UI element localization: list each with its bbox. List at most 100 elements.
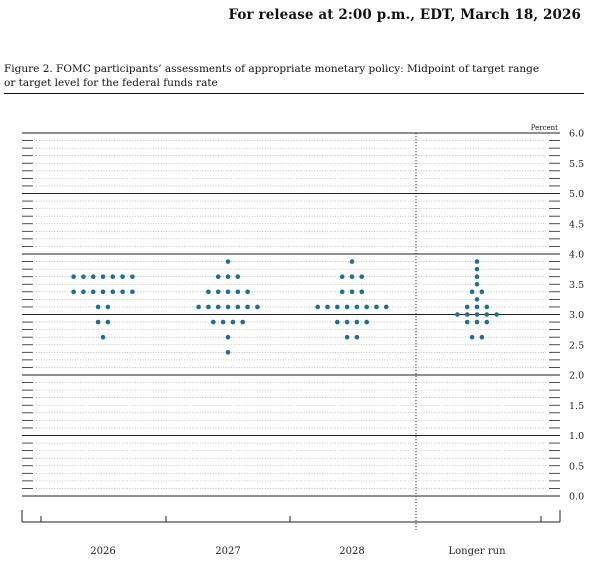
participant-dot [100,274,106,279]
y-tick-label: 0.0 [569,492,584,503]
participant-dot [474,274,480,279]
participant-dot [484,304,490,310]
x-category-label: 2026 [90,546,115,557]
participant-dot [455,312,460,317]
participant-dot [206,304,211,310]
participant-dot [95,304,101,310]
participant-dot [130,289,135,295]
participant-dot [95,319,101,325]
participant-dot [90,274,96,279]
participant-dot [225,274,231,279]
x-category-label: 2027 [215,546,240,557]
participant-dot [344,304,350,310]
y-tick-label: 0.5 [569,461,584,472]
participant-dot [479,289,485,295]
participant-dot [196,304,201,310]
axes [21,133,561,530]
participant-dot [235,304,241,310]
y-tick-label: 4.5 [569,219,584,230]
x-category-label: 2028 [339,546,364,557]
y-tick-label: 4.0 [569,250,584,261]
participant-dot [349,259,355,264]
participant-dot [215,289,221,295]
participant-dot [105,304,111,310]
participant-dot [364,319,370,325]
participant-dot [344,319,350,325]
participant-dot [110,274,116,279]
participant-dot [474,319,480,325]
participant-dot [100,289,106,295]
participant-dot [384,304,389,310]
participant-dot [225,259,231,264]
participant-dot [464,312,470,317]
participant-dot [71,289,76,295]
participant-dot [474,266,480,272]
participant-dot [105,319,111,325]
participant-dot [354,319,360,325]
participant-dot [81,289,86,295]
participant-dot [464,304,470,310]
participant-dot [349,274,355,279]
participant-dot [464,319,470,325]
y-tick-label: 3.5 [569,280,584,291]
participant-dot [479,334,485,340]
participant-dot [230,319,236,325]
participant-dot [245,289,250,295]
gridlines [22,132,560,497]
participant-dot [255,304,260,310]
figure-title-line-2: or target level for the federal funds ra… [4,77,218,89]
participant-dot [359,289,365,295]
participant-dot [374,304,379,310]
participant-dot [71,274,76,279]
participant-dot [130,274,135,279]
y-tick-label: 5.5 [569,159,584,170]
y-tick-label: 1.0 [569,431,584,442]
participant-dot [110,289,116,295]
participant-dot [344,334,350,340]
participant-dot [235,289,241,295]
x-category-labels: 2026 2027 2028 Longer run [90,546,506,557]
dot-series [71,259,499,355]
participant-dot [474,312,480,317]
participant-dot [81,274,86,279]
participant-dot [215,304,221,310]
title-rule [4,93,584,94]
participant-dot [494,312,499,317]
participant-dot [206,289,211,295]
participant-dot [325,304,330,310]
y-tick-label: 1.5 [569,401,584,412]
participant-dot [240,319,245,325]
participant-dot [339,289,345,295]
y-tick-label: 2.5 [569,340,584,351]
participant-dot [484,312,490,317]
figure-title-line-1: Figure 2. FOMC participants’ assessments… [4,63,540,75]
participant-dot [225,304,231,310]
participant-dot [335,319,340,325]
participant-dot [354,304,360,310]
participant-dot [364,304,370,310]
participant-dot [469,334,475,340]
participant-dot [484,319,490,325]
y-tick-label: 6.0 [569,129,584,140]
participant-dot [469,289,475,295]
y-tick-labels: 6.0 5.5 5.0 4.5 4.0 3.5 3.0 2.5 2.0 1.5 1.0 0.5 0.0 [569,129,584,503]
participant-dot [220,319,226,325]
y-tick-label: 2.0 [569,371,584,382]
participant-dot [474,297,480,302]
x-category-label: Longer run [448,546,506,557]
y-tick-label: 5.0 [569,189,584,200]
participant-dot [245,304,250,310]
y-tick-label: 3.0 [569,310,584,321]
participant-dot [90,289,96,295]
release-notice: For release at 2:00 p.m., EDT, March 18,… [228,7,581,23]
participant-dot [474,304,480,310]
participant-dot [339,274,345,279]
participant-dot [225,350,231,355]
participant-dot [120,274,125,279]
participant-dot [359,274,365,279]
participant-dot [225,334,231,340]
figure-title: Figure 2. FOMC participants’ assessments… [4,62,579,90]
participant-dot [349,289,355,295]
participant-dot [215,274,221,279]
